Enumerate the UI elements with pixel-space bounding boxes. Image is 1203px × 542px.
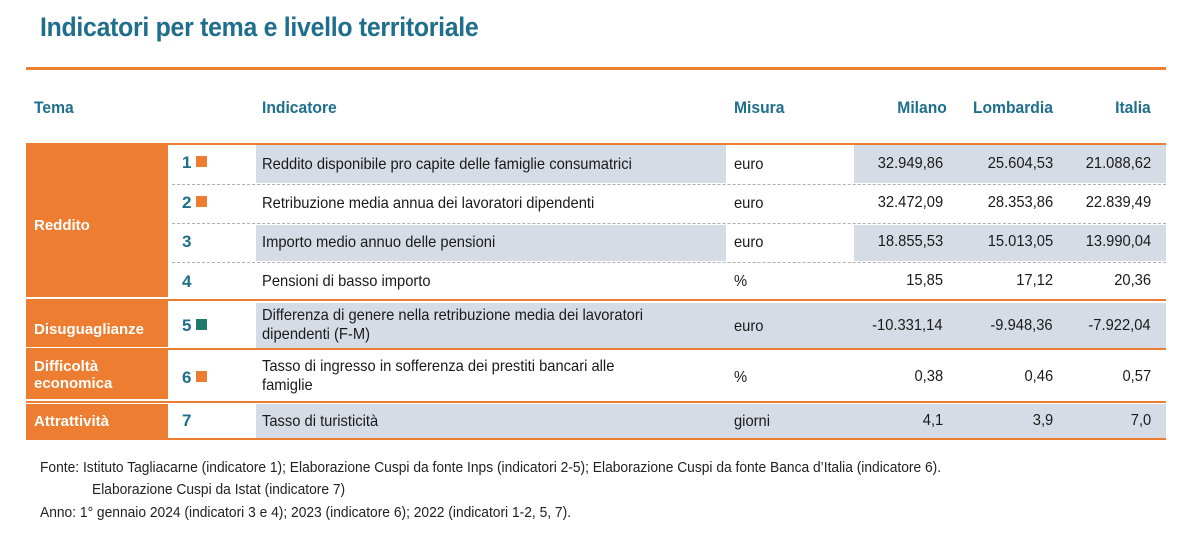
indicator-number: 4 bbox=[182, 272, 192, 291]
header-rule bbox=[26, 143, 1166, 145]
orange-marker-icon bbox=[196, 156, 208, 167]
indicator-number: 2 bbox=[182, 193, 208, 213]
theme-difficolta: Difficoltà economica bbox=[26, 350, 168, 399]
indicator-label-line2: dipendenti (F-M) bbox=[262, 326, 370, 343]
italia-value: 20,36 bbox=[1114, 272, 1151, 289]
indicator-label-line1: Tasso di ingresso in sofferenza dei pres… bbox=[262, 358, 615, 375]
page-title: Indicatori per tema e livello territoria… bbox=[40, 12, 479, 42]
theme-attrattivita: Attrattività bbox=[26, 404, 168, 438]
theme-difficolta-line2: economica bbox=[34, 374, 113, 392]
theme-difficolta-line1: Difficoltà bbox=[34, 357, 99, 375]
italia-value: 13.990,04 bbox=[1085, 233, 1151, 250]
italia-value: 7,0 bbox=[1130, 412, 1151, 429]
italia-value: 22.839,49 bbox=[1085, 194, 1151, 211]
misura-cell: euro bbox=[734, 156, 764, 173]
header-misura: Misura bbox=[734, 98, 785, 117]
lombardia-value: -9.948,36 bbox=[990, 317, 1053, 334]
row5-shade bbox=[256, 303, 1166, 348]
top-rule bbox=[26, 67, 1166, 70]
orange-marker-icon bbox=[196, 196, 208, 207]
indicator-label: Reddito disponibile pro capite delle fam… bbox=[262, 156, 632, 173]
lombardia-value: 0,46 bbox=[1024, 368, 1053, 385]
misura-cell: euro bbox=[734, 195, 764, 212]
source-note: Fonte: Istituto Tagliacarne (indicatore … bbox=[40, 459, 942, 476]
indicator-number: 5 bbox=[182, 316, 208, 336]
header-milano: Milano bbox=[897, 98, 947, 117]
theme-disuguaglianze: Disuguaglianze bbox=[26, 301, 168, 347]
source-note-continued: Elaborazione Cuspi da Istat (indicatore … bbox=[92, 481, 346, 498]
row3-shade bbox=[256, 225, 726, 261]
indicator-label-line2: famiglie bbox=[262, 377, 313, 394]
milano-value: 32.472,09 bbox=[877, 194, 943, 211]
italia-value: 0,57 bbox=[1122, 368, 1151, 385]
misura-cell: giorni bbox=[734, 413, 771, 430]
indicator-number: 7 bbox=[182, 411, 192, 430]
indicator-number: 3 bbox=[182, 232, 192, 251]
lombardia-value: 28.353,86 bbox=[987, 194, 1053, 211]
header-tema: Tema bbox=[34, 98, 74, 117]
lombardia-value: 3,9 bbox=[1032, 412, 1053, 429]
milano-value: 4,1 bbox=[922, 412, 943, 429]
indicator-label: Pensioni di basso importo bbox=[262, 273, 431, 290]
lombardia-value: 25.604,53 bbox=[987, 155, 1053, 172]
milano-value: 0,38 bbox=[914, 368, 943, 385]
milano-value: 32.949,86 bbox=[877, 155, 943, 172]
indicator-label: Tasso di turisticità bbox=[262, 413, 379, 430]
row-separator bbox=[172, 262, 1166, 263]
milano-value: -10.331,14 bbox=[872, 317, 943, 334]
lombardia-value: 15.013,05 bbox=[987, 233, 1053, 250]
milano-value: 15,85 bbox=[906, 272, 943, 289]
orange-marker-icon bbox=[196, 371, 208, 382]
misura-cell: % bbox=[734, 273, 748, 290]
misura-cell: % bbox=[734, 369, 748, 386]
theme-disuguaglianze-label: Disuguaglianze bbox=[34, 320, 145, 338]
year-note: Anno: 1° gennaio 2024 (indicatori 3 e 4)… bbox=[40, 504, 572, 521]
italia-value: -7.922,04 bbox=[1088, 317, 1151, 334]
green-marker-icon bbox=[196, 319, 208, 330]
row3-values-shade bbox=[854, 225, 1166, 261]
theme-attrattivita-label: Attrattività bbox=[34, 412, 110, 430]
indicator-label: Retribuzione media annua dei lavoratori … bbox=[262, 195, 595, 212]
group-rule bbox=[26, 401, 1166, 403]
indicator-number: 6 bbox=[182, 368, 208, 388]
milano-value: 18.855,53 bbox=[877, 233, 943, 250]
italia-value: 21.088,62 bbox=[1085, 155, 1151, 172]
group-rule bbox=[26, 299, 1166, 301]
indicator-label-line1: Differenza di genere nella retribuzione … bbox=[262, 307, 644, 324]
group-rule bbox=[26, 348, 1166, 350]
row-separator bbox=[172, 223, 1166, 224]
theme-reddito: Reddito bbox=[26, 145, 168, 297]
row7-shade bbox=[256, 404, 1166, 438]
theme-reddito-label: Reddito bbox=[34, 217, 90, 234]
row1-values-shade bbox=[854, 145, 1166, 183]
bottom-rule bbox=[26, 438, 1166, 440]
row1-shade bbox=[256, 145, 726, 183]
header-indicatore: Indicatore bbox=[262, 98, 337, 117]
header-lombardia: Lombardia bbox=[973, 98, 1053, 117]
header-italia: Italia bbox=[1115, 98, 1151, 117]
indicator-label: Importo medio annuo delle pensioni bbox=[262, 234, 496, 251]
misura-cell: euro bbox=[734, 318, 764, 335]
lombardia-value: 17,12 bbox=[1016, 272, 1053, 289]
row-separator bbox=[172, 184, 1166, 185]
misura-cell: euro bbox=[734, 234, 764, 251]
indicator-number: 1 bbox=[182, 153, 208, 173]
